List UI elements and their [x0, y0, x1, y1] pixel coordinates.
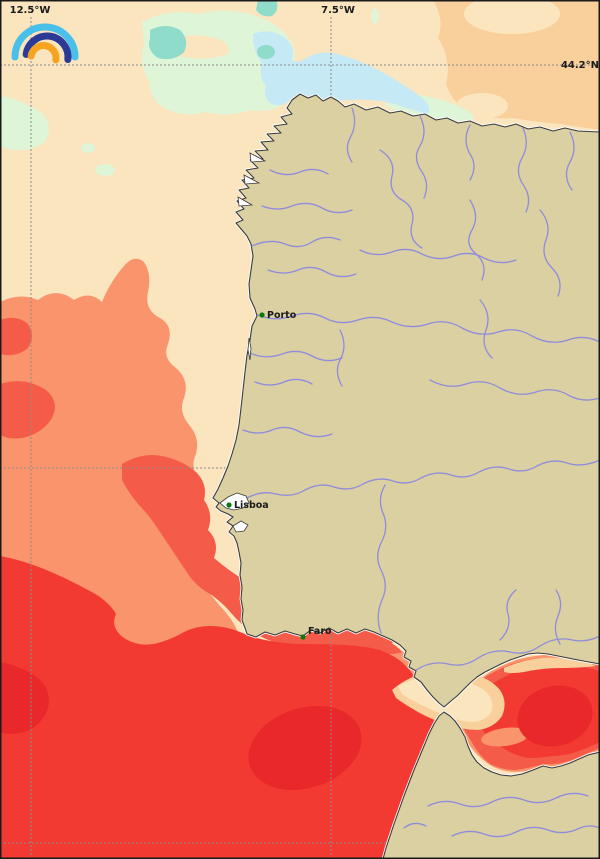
river	[379, 149, 423, 249]
ocean-zone-cream-notch-1	[464, 0, 560, 34]
ocean-zone-teal-2	[256, 0, 278, 17]
river	[451, 825, 600, 838]
river	[246, 459, 600, 499]
parallel-label-44-2n: 44.2°N	[561, 60, 599, 71]
city-markers	[226, 312, 306, 640]
logo-arc-middle	[22, 32, 72, 64]
river	[251, 236, 341, 248]
logo-arc-outer	[11, 23, 79, 61]
river	[465, 124, 475, 181]
ocean-zone-darkred-south	[248, 705, 362, 791]
river	[269, 168, 329, 176]
land-iberia	[212, 93, 600, 708]
city-label-lisboa: Lisboa	[234, 500, 269, 511]
river	[415, 115, 428, 199]
ocean-zone-teal-3	[257, 45, 275, 59]
river	[554, 589, 562, 645]
river	[359, 248, 517, 264]
land-africa	[382, 711, 600, 859]
landmass	[212, 93, 600, 859]
ria-inlet-3	[237, 196, 254, 207]
rainbow-arcs-logo	[11, 23, 79, 64]
coordinate-labels: 12.5°W 7.5°W 44.2°N	[10, 5, 599, 71]
river	[468, 199, 485, 281]
river	[479, 299, 493, 359]
ria-inlet-1	[249, 152, 267, 163]
river	[517, 127, 530, 213]
rivers	[242, 107, 600, 838]
river	[539, 209, 561, 297]
logo-arc-inner	[27, 42, 60, 64]
ria-inlet-2	[243, 174, 261, 185]
river	[254, 378, 313, 386]
ocean-zone-cyan-band	[253, 31, 430, 114]
ocean-zone-teal-1	[149, 26, 187, 60]
river	[346, 107, 356, 163]
ocean-zone-darkred-west	[0, 662, 49, 734]
river	[429, 379, 600, 401]
aveiro-lagoon	[247, 337, 252, 361]
river	[242, 426, 333, 438]
river	[267, 266, 357, 278]
ocean-zone-pale-crescent-coast	[504, 657, 596, 673]
meridian-label-12-5w: 12.5°W	[10, 5, 51, 16]
city-label-faro: Faro	[308, 626, 332, 637]
city-dot-lisboa	[226, 502, 232, 508]
river	[415, 635, 600, 671]
river	[249, 350, 343, 362]
river	[261, 202, 353, 214]
river	[403, 822, 427, 829]
river	[336, 329, 345, 387]
city-labels: Porto Lisboa Faro	[234, 310, 332, 637]
city-label-porto: Porto	[267, 310, 297, 321]
meridian-label-7-5w: 7.5°W	[321, 5, 355, 16]
ocean-zone-mint-left	[0, 96, 49, 151]
river	[499, 589, 517, 641]
city-dot-faro	[300, 634, 306, 640]
ocean-zone-mint-speck-2	[81, 143, 95, 153]
ocean-zone-red-gulf	[0, 556, 434, 859]
river	[377, 484, 387, 634]
ocean-zone-mint-speck-1	[95, 164, 115, 176]
ocean-zone-redorange-left-1	[0, 317, 32, 356]
ocean-zone-redorange-left-2	[0, 381, 55, 439]
ocean-zone-mint-speck-3	[371, 8, 379, 24]
river	[257, 312, 600, 343]
sado-estuary	[232, 520, 249, 533]
ocean-zone-darkred-core	[517, 685, 593, 747]
river	[565, 131, 575, 191]
city-dot-porto	[259, 312, 265, 318]
river	[427, 792, 589, 808]
ocean-zone-salmon-arc-alboran	[481, 727, 529, 747]
